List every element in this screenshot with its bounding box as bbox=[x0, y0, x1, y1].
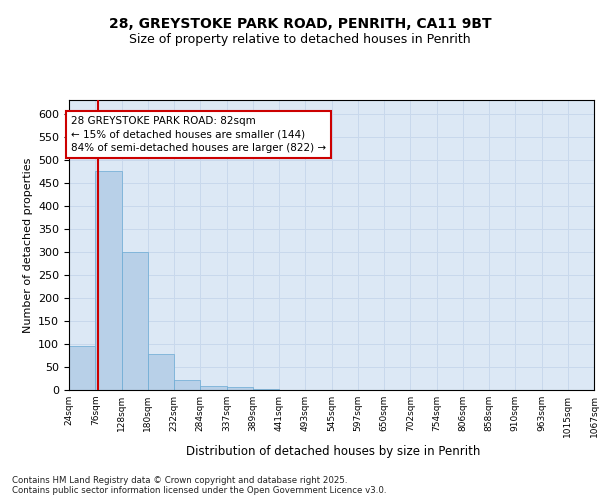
Bar bbox=[227, 387, 253, 390]
Bar bbox=[174, 380, 200, 390]
Text: 28 GREYSTOKE PARK ROAD: 82sqm
← 15% of detached houses are smaller (144)
84% of : 28 GREYSTOKE PARK ROAD: 82sqm ← 15% of d… bbox=[71, 116, 326, 152]
Text: Size of property relative to detached houses in Penrith: Size of property relative to detached ho… bbox=[129, 32, 471, 46]
Bar bbox=[148, 354, 174, 390]
Text: Distribution of detached houses by size in Penrith: Distribution of detached houses by size … bbox=[186, 444, 480, 458]
Bar bbox=[253, 389, 279, 390]
Bar bbox=[200, 386, 227, 390]
Bar bbox=[95, 172, 121, 390]
Bar bbox=[121, 252, 148, 390]
Y-axis label: Number of detached properties: Number of detached properties bbox=[23, 158, 32, 332]
Bar bbox=[69, 346, 95, 390]
Text: 28, GREYSTOKE PARK ROAD, PENRITH, CA11 9BT: 28, GREYSTOKE PARK ROAD, PENRITH, CA11 9… bbox=[109, 18, 491, 32]
Text: Contains HM Land Registry data © Crown copyright and database right 2025.
Contai: Contains HM Land Registry data © Crown c… bbox=[12, 476, 386, 495]
